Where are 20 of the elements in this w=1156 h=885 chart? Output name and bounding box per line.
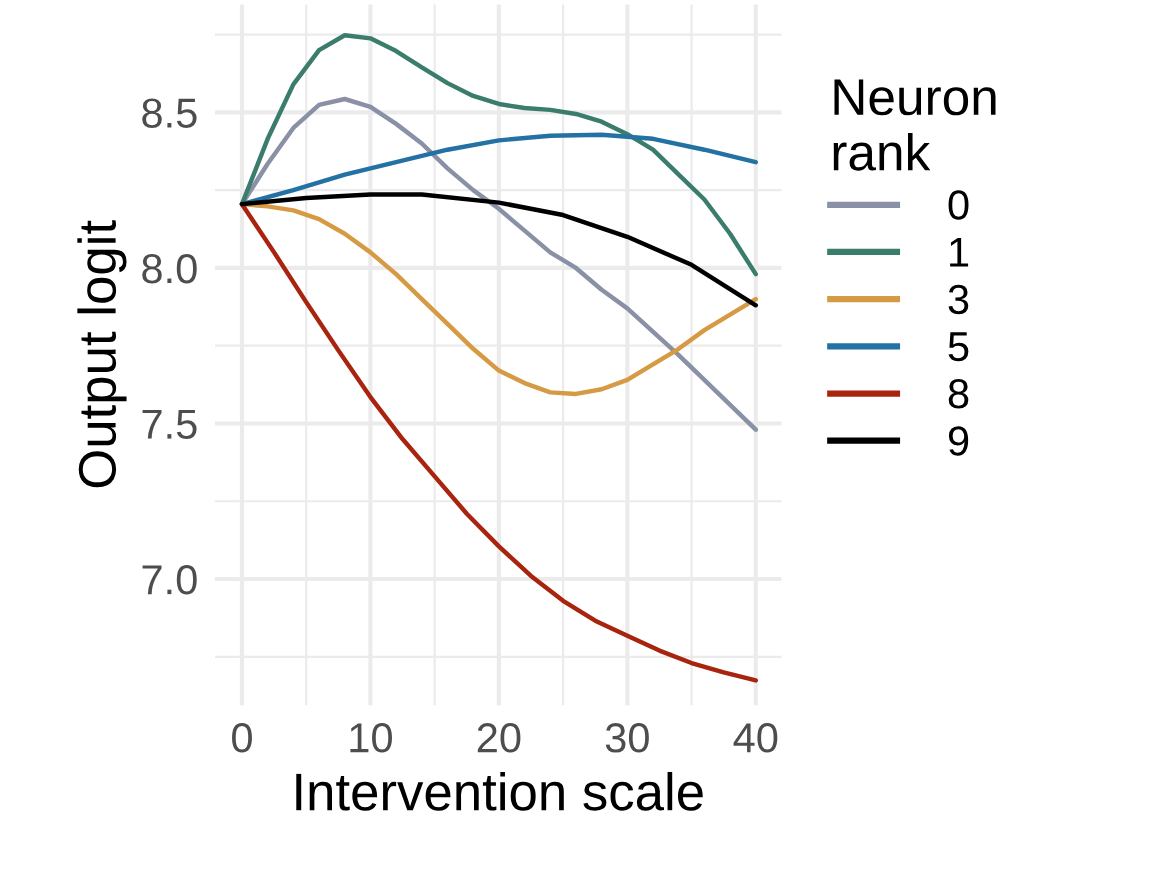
x-tick-label: 20	[477, 723, 521, 753]
legend-label: 3	[948, 284, 969, 315]
legend-label: 9	[948, 426, 969, 456]
y-tick-label: 7.5	[142, 409, 197, 439]
y-tick-label: 8.0	[142, 253, 197, 284]
legend-label: 1	[950, 237, 969, 267]
legend-label: 5	[948, 332, 969, 362]
x-tick-label: 40	[733, 723, 778, 753]
legend-label: 0	[948, 190, 969, 220]
line-series	[239, 192, 758, 308]
y-tick-label: 7.0	[142, 565, 197, 595]
legend-title: Neuron rank	[833, 79, 996, 171]
legend-label: 8	[948, 379, 969, 409]
line-series	[239, 33, 758, 277]
y-axis-title: Output logit	[77, 220, 127, 488]
x-tick-label: 0	[232, 723, 252, 753]
x-tick-label: 30	[605, 723, 649, 753]
x-tick-label: 10	[350, 723, 392, 753]
y-tick-label: 8.5	[142, 98, 197, 128]
x-axis-title: Intervention scale	[296, 771, 703, 811]
